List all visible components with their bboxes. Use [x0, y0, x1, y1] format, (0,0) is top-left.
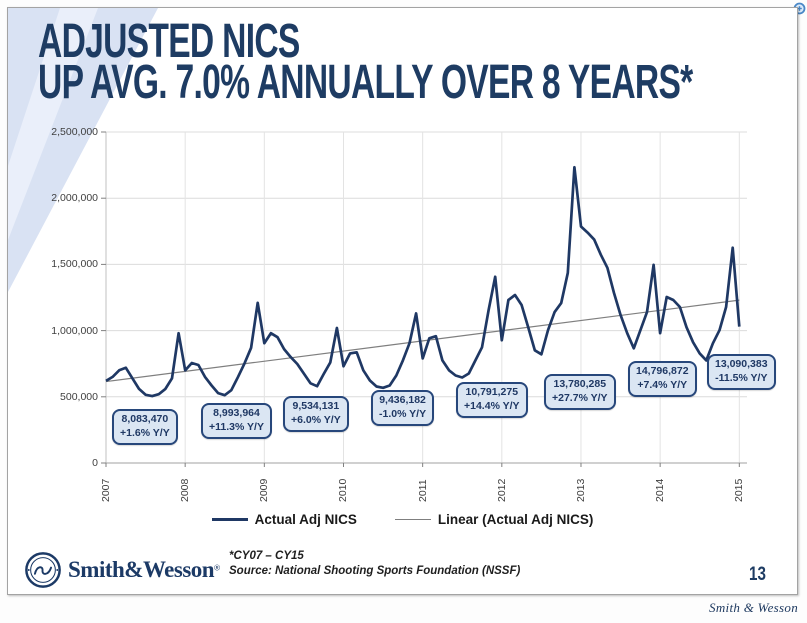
- document-caption: Smith & Wesson: [709, 600, 798, 615]
- legend-item-actual: Actual Adj NICS: [211, 512, 357, 527]
- callout-2012: 13,780,285 +27.7% Y/Y: [544, 374, 616, 410]
- smith-wesson-logo: Smith&Wesson®: [24, 551, 220, 589]
- slide-title-line2: UP AVG. 7.0% ANNUALLY OVER 8 YEARS*: [38, 56, 693, 109]
- legend-label-actual: Actual Adj NICS: [254, 512, 357, 527]
- logo-wordmark: Smith&Wesson: [68, 557, 215, 582]
- callout-yoy: +27.7% Y/Y: [552, 391, 608, 404]
- x-axis-label-2007: 2007: [100, 478, 112, 502]
- callout-2010: 9,436,182 -1.0% Y/Y: [371, 390, 435, 426]
- smith-wesson-emblem-icon: [25, 552, 61, 588]
- slide-title-line1: ADJUSTED NICS: [38, 15, 300, 68]
- x-axis-label-2008: 2008: [179, 478, 192, 502]
- callout-total: 9,534,131: [292, 400, 340, 412]
- callout-total: 9,436,182: [379, 394, 426, 406]
- series-line-actual-adj-nics: [105, 165, 741, 398]
- callout-2014: 13,090,383 -11.5% Y/Y: [707, 354, 776, 390]
- x-axis-label-2015: 2015: [733, 478, 746, 502]
- callout-total: 13,090,383: [715, 358, 768, 370]
- y-axis-label: 500,000: [60, 390, 98, 403]
- callout-2007: 8,083,470 +1.6% Y/Y: [112, 409, 178, 445]
- x-axis-label-2013: 2013: [574, 478, 587, 502]
- callout-total: 8,083,470: [121, 413, 169, 425]
- callout-total: 10,791,275: [465, 386, 519, 398]
- callout-yoy: +1.6% Y/Y: [120, 426, 170, 439]
- callout-2013: 14,796,872 +7.4% Y/Y: [628, 361, 697, 397]
- slide-canvas: ADJUSTED NICS UP AVG. 7.0% ANNUALLY OVER…: [7, 7, 798, 595]
- callout-yoy: -1.0% Y/Y: [379, 407, 427, 420]
- y-axis-label: 0: [92, 457, 98, 469]
- legend-item-linear: Linear (Actual Adj NICS): [394, 512, 594, 527]
- callout-2011: 10,791,275 +14.4% Y/Y: [456, 382, 528, 418]
- y-axis-label: 1,500,000: [51, 258, 98, 271]
- registered-mark: ®: [214, 563, 220, 573]
- x-axis-label-2012: 2012: [495, 478, 508, 502]
- footnote-period: *CY07 – CY15: [229, 550, 304, 562]
- x-axis-label-2010: 2010: [337, 478, 350, 502]
- callout-total: 13,780,285: [553, 378, 607, 390]
- y-axis-label: 1,000,000: [51, 324, 98, 337]
- legend-line-sample-actual: [211, 518, 248, 521]
- legend-label-linear: Linear (Actual Adj NICS): [437, 512, 594, 527]
- footnote: *CY07 – CY15 Source: National Shooting S…: [229, 549, 520, 579]
- callout-yoy: +7.4% Y/Y: [637, 378, 688, 391]
- legend-line-sample-linear: [394, 519, 431, 520]
- callout-total: 8,993,964: [213, 407, 260, 419]
- x-axis-label-2009: 2009: [258, 478, 271, 502]
- callout-yoy: +11.3% Y/Y: [209, 420, 264, 433]
- footnote-source: Source: National Shooting Sports Foundat…: [229, 565, 521, 577]
- nics-line-chart: 0 500,000 1,000,000 1,500,000 2,000,000 2,500…: [51, 126, 776, 502]
- page-number: 13: [749, 564, 766, 585]
- x-axis-label-2011: 2011: [416, 479, 429, 502]
- x-axis-label-2014: 2014: [654, 478, 667, 502]
- callout-yoy: -11.5% Y/Y: [715, 371, 768, 384]
- trend-line-linear: [105, 299, 740, 383]
- y-axis-label: 2,500,000: [51, 126, 98, 138]
- slide-title: ADJUSTED NICS UP AVG. 7.0% ANNUALLY OVER…: [38, 15, 797, 109]
- callout-total: 14,796,872: [636, 365, 689, 377]
- chart-legend: Actual Adj NICS Linear (Actual Adj NICS): [8, 512, 797, 527]
- y-axis-label: 2,000,000: [51, 192, 98, 205]
- callout-yoy: +14.4% Y/Y: [464, 399, 520, 412]
- callout-2008: 8,993,964 +11.3% Y/Y: [201, 403, 272, 439]
- callout-2009: 9,534,131 +6.0% Y/Y: [283, 396, 349, 432]
- callout-yoy: +6.0% Y/Y: [291, 413, 341, 426]
